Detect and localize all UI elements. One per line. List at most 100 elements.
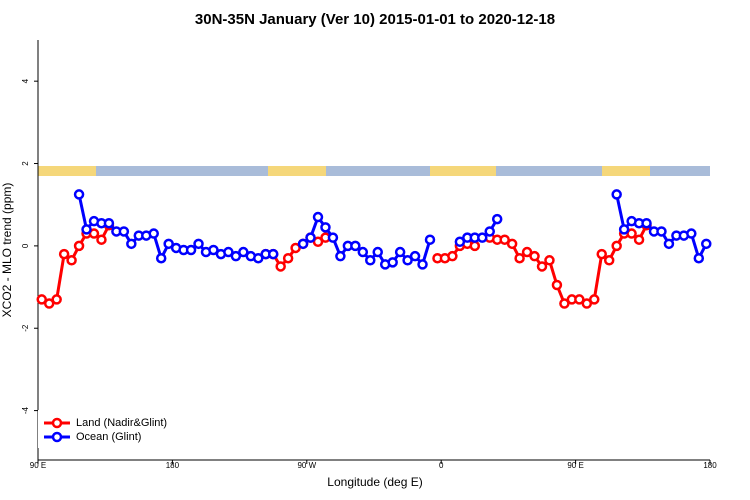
data-point <box>297 238 309 250</box>
data-point <box>73 240 85 252</box>
data-point <box>693 252 705 264</box>
data-point <box>36 294 47 305</box>
data-point <box>618 224 630 235</box>
data-point <box>126 238 137 250</box>
data-point <box>118 226 130 237</box>
data-point <box>633 234 645 245</box>
data-point <box>96 234 107 245</box>
data-point <box>499 234 510 245</box>
data-point <box>327 232 339 243</box>
x-tick-label: 90 E <box>30 461 46 470</box>
legend-label: Ocean (Glint) <box>76 431 141 443</box>
data-point <box>469 240 481 252</box>
data-point <box>611 240 622 252</box>
data-point <box>320 222 331 233</box>
data-point <box>312 236 324 248</box>
data-point <box>267 248 279 260</box>
y-tick-label: 0 <box>21 243 30 248</box>
data-point <box>544 255 555 266</box>
data-point <box>611 189 622 200</box>
data-point <box>656 226 667 237</box>
data-point <box>275 261 286 272</box>
land-map-strip <box>38 166 710 176</box>
data-point <box>559 298 570 309</box>
data-point <box>626 228 637 239</box>
data-point <box>551 279 563 291</box>
data-point <box>312 211 324 223</box>
data-point <box>491 213 503 225</box>
data-point <box>454 236 466 248</box>
data-point <box>589 294 600 305</box>
data-point <box>51 294 62 305</box>
data-point <box>305 232 316 243</box>
data-point <box>663 238 675 250</box>
data-point <box>402 255 413 266</box>
data-point <box>208 244 219 256</box>
data-point <box>394 246 406 258</box>
x-axis-label: Longitude (deg E) <box>327 475 422 489</box>
chart-title: 30N-35N January (Ver 10) 2015-01-01 to 2… <box>195 11 555 28</box>
land-patch <box>430 166 496 176</box>
data-point <box>163 238 174 250</box>
y-tick-label: -4 <box>21 406 30 414</box>
data-point <box>506 238 518 250</box>
data-point <box>536 261 548 272</box>
land-patch <box>38 166 96 176</box>
data-point <box>230 250 242 262</box>
data-point <box>641 217 652 229</box>
x-tick-label: 90 W <box>297 461 316 470</box>
data-point <box>521 246 533 258</box>
data-point <box>88 228 100 239</box>
legend <box>38 410 188 448</box>
x-tick-label: 0 <box>439 461 444 470</box>
data-point <box>350 240 361 252</box>
data-point <box>43 298 55 309</box>
data-point <box>185 244 197 256</box>
legend-marker <box>51 417 63 429</box>
data-point <box>73 189 85 200</box>
data-point <box>409 250 421 262</box>
data-point <box>701 238 712 250</box>
ocean-strip <box>38 166 710 176</box>
data-point <box>387 257 398 268</box>
data-point <box>603 255 615 266</box>
data-point <box>596 248 607 260</box>
land-patch <box>602 166 650 176</box>
data-point <box>484 226 495 237</box>
data-point <box>253 252 264 264</box>
data-point <box>148 228 159 239</box>
legend-marker <box>51 431 63 443</box>
data-point <box>529 250 540 262</box>
x-tick-label: 180 <box>166 461 180 470</box>
data-point <box>574 294 585 305</box>
land-patch <box>268 166 326 176</box>
data-point <box>477 232 488 243</box>
data-point <box>372 246 383 258</box>
data-point <box>514 252 525 264</box>
data-point <box>581 298 593 309</box>
y-axis-label: XCO2 - MLO trend (ppm) <box>0 183 14 318</box>
data-point <box>365 255 376 266</box>
y-tick-label: -2 <box>21 324 30 332</box>
data-point <box>282 252 294 264</box>
x-tick-label: 180 <box>703 461 717 470</box>
data-point <box>81 224 92 235</box>
data-point <box>103 217 115 229</box>
data-point <box>357 246 369 258</box>
data-point <box>58 248 70 260</box>
data-point <box>417 259 428 270</box>
data-point <box>447 250 458 262</box>
y-tick-label: 4 <box>21 78 30 83</box>
data-point <box>335 250 346 262</box>
y-tick-label: 2 <box>21 161 30 166</box>
data-point <box>66 255 77 266</box>
data-point <box>238 246 249 258</box>
legend-label: Land (Nadir&Glint) <box>76 417 167 429</box>
x-tick-label: 90 E <box>567 461 583 470</box>
data-point <box>155 252 167 264</box>
data-point <box>686 228 697 239</box>
data-point <box>290 242 301 254</box>
data-point <box>193 238 204 250</box>
data-point <box>424 234 436 245</box>
